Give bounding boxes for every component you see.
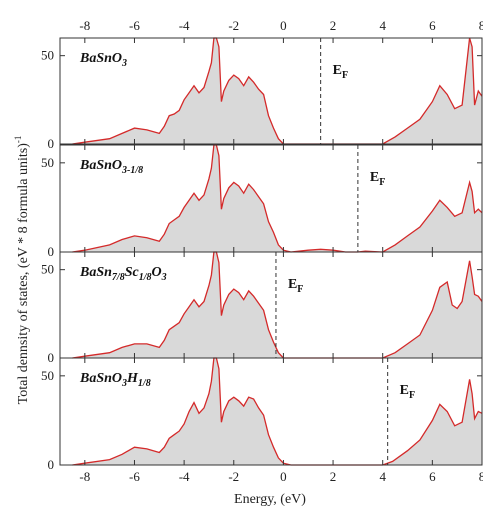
- panel-4: EF BaSnO3H1/8 0 50: [41, 357, 483, 472]
- dos-area: [72, 38, 483, 144]
- x-tick-label-top: -4: [179, 18, 190, 33]
- x-tick-label-top: 0: [280, 18, 287, 33]
- dos-curve: [72, 357, 483, 466]
- y-tick-label: 0: [48, 244, 55, 259]
- x-tick-label-top: -6: [129, 18, 140, 33]
- panel-frame: [59, 357, 483, 466]
- panel-label: BaSnO3: [79, 51, 127, 69]
- x-tick-label-top: -8: [79, 18, 90, 33]
- panel-label: BaSn7/8Sc1/8O3: [79, 265, 167, 283]
- y-tick-label: 0: [48, 136, 55, 151]
- fermi-level-label: EF: [400, 383, 415, 401]
- x-tick-label-bottom: -2: [228, 469, 239, 484]
- fermi-level-label: EF: [370, 170, 385, 188]
- y-tick-label: 50: [41, 155, 54, 170]
- x-tick-label-bottom: -6: [129, 469, 140, 484]
- x-tick-label-bottom: 0: [280, 469, 287, 484]
- y-tick-label: 0: [48, 457, 55, 472]
- y-axis-label: Total dennsity of states, (eV * 8 formul…: [13, 136, 31, 405]
- dos-curve: [72, 144, 483, 253]
- fermi-level-label: EF: [333, 63, 348, 81]
- x-tick-label-top: 2: [330, 18, 337, 33]
- panel-label: BaSnO3H1/8: [79, 371, 151, 389]
- x-tick-label-bottom: -4: [179, 469, 190, 484]
- dos-curve: [72, 37, 483, 145]
- panel-label: BaSnO3-1/8: [79, 158, 143, 176]
- dos-curve: [72, 251, 483, 359]
- x-tick-label-top: 8: [479, 18, 483, 33]
- panel-1: EF BaSnO3 0 50: [41, 37, 483, 151]
- x-axis-label: Energy, (eV): [234, 492, 306, 506]
- fermi-level-label: EF: [288, 277, 303, 295]
- x-tick-label-bottom: 2: [330, 469, 337, 484]
- x-tick-label-top: 6: [429, 18, 436, 33]
- panel-3: EF BaSn7/8Sc1/8O3 0 50: [41, 251, 483, 365]
- x-tick-label-top: 4: [379, 18, 386, 33]
- x-tick-label-bottom: 4: [379, 469, 386, 484]
- y-tick-label: 50: [41, 262, 54, 277]
- panel-2: EF BaSnO3-1/8 0 50: [41, 144, 483, 259]
- dos-area: [72, 358, 483, 465]
- x-tick-label-bottom: 6: [429, 469, 436, 484]
- x-tick-label-top: -2: [228, 18, 239, 33]
- x-tick-label-bottom: 8: [479, 469, 483, 484]
- panel-frame: [59, 37, 483, 145]
- x-tick-label-bottom: -8: [79, 469, 90, 484]
- y-tick-label: 50: [41, 368, 54, 383]
- y-tick-label: 0: [48, 350, 55, 365]
- dos-area: [72, 145, 483, 252]
- dos-area: [72, 252, 483, 358]
- y-tick-label: 50: [41, 48, 54, 63]
